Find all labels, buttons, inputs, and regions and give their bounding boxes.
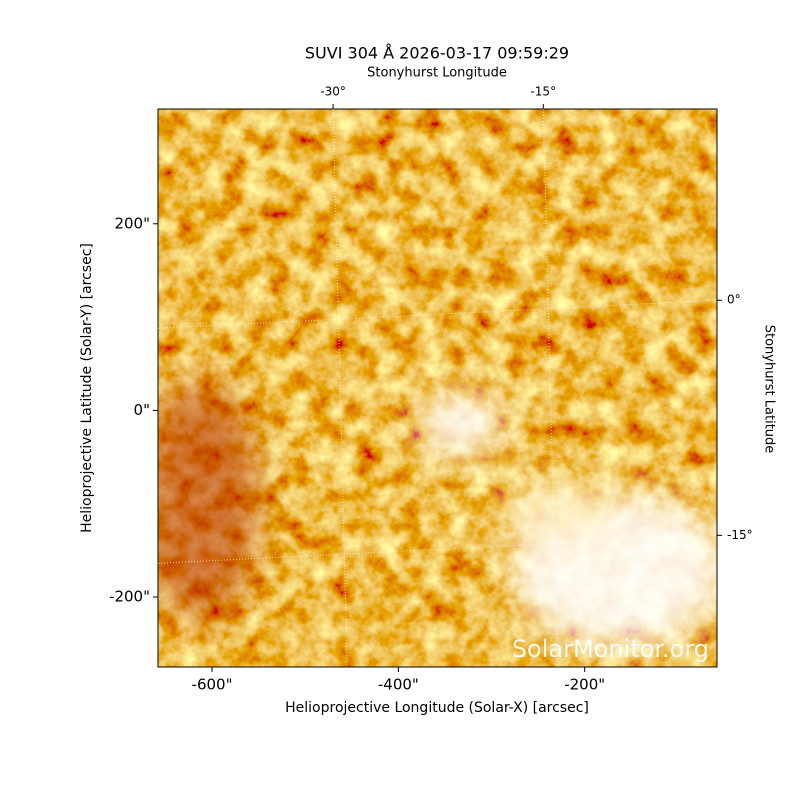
y-tick-label: 0" — [134, 401, 150, 419]
y2-grid-line — [157, 534, 718, 564]
axes-frame — [157, 108, 718, 668]
x2-tick-label: -30° — [320, 85, 346, 99]
y2-axis-label: Stonyhurst Latitude — [762, 325, 777, 454]
watermark: SolarMonitor.org — [512, 635, 709, 663]
y2-tick-label: -15° — [727, 528, 753, 542]
x-tick-label: -400" — [378, 676, 419, 694]
x-tick-label: -600" — [192, 676, 233, 694]
y-axis-label: Helioprojective Latitude (Solar-Y) [arcs… — [79, 243, 95, 533]
y2-grid-line — [157, 299, 718, 329]
x2-tick-label: -15° — [530, 85, 556, 99]
x-tick-label: -200" — [564, 676, 605, 694]
x-axis-label: Helioprojective Longitude (Solar-X) [arc… — [285, 700, 589, 716]
x2-axis-label: Stonyhurst Longitude — [367, 66, 507, 81]
y-tick-label: -200" — [109, 588, 150, 606]
y-tick-label: 200" — [114, 214, 150, 232]
x2-grid-line — [542, 108, 558, 668]
chart-title: SUVI 304 Å 2026-03-17 09:59:29 — [305, 44, 569, 63]
x2-grid-line — [332, 108, 348, 668]
solar-image — [158, 109, 717, 667]
y2-tick-label: 0° — [727, 293, 741, 307]
